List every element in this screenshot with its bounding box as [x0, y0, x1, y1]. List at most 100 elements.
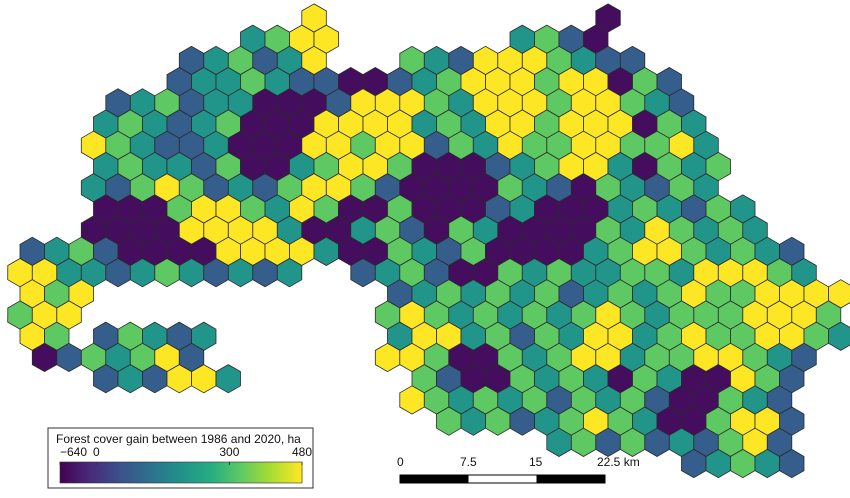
hex-cell: [828, 321, 850, 351]
colorbar-step: [189, 462, 192, 483]
colorbar-step: [158, 462, 162, 483]
colorbar-step: [185, 462, 188, 483]
scale-label: 15: [529, 455, 543, 469]
colorbar-step: [231, 462, 235, 483]
colorbar-step: [247, 462, 251, 483]
colorbar-tick-label: 0: [93, 445, 100, 459]
colorbar-step: [273, 462, 277, 483]
colorbar-step: [92, 462, 95, 483]
colorbar-step: [128, 462, 132, 483]
colorbar-step: [80, 462, 83, 483]
colorbar-step: [227, 462, 230, 483]
colorbar-step: [100, 462, 103, 483]
colorbar-step: [112, 462, 116, 483]
colorbar-step: [197, 462, 200, 483]
colorbar-step: [150, 462, 154, 483]
colorbar-step: [170, 462, 174, 483]
colorbar-step: [191, 462, 194, 483]
colorbar-step: [148, 462, 152, 483]
colorbar-step: [251, 462, 255, 483]
colorbar-step: [98, 462, 101, 483]
colorbar-step: [195, 462, 198, 483]
colorbar-step: [74, 462, 77, 483]
colorbar-step: [88, 462, 91, 483]
colorbar-step: [209, 462, 212, 483]
colorbar-step: [86, 462, 89, 483]
colorbar-step: [152, 462, 156, 483]
colorbar-step: [263, 462, 267, 483]
hex-cell: [276, 258, 303, 288]
colorbar-step: [245, 462, 249, 483]
scale-bar: 0 7.5 15 22.5 km: [397, 455, 640, 484]
colorbar-step: [265, 462, 269, 483]
colorbar-step: [239, 462, 243, 483]
colorbar-step: [134, 462, 138, 483]
hex-cell: [215, 364, 241, 394]
colorbar-step: [160, 462, 164, 483]
colorbar-step: [126, 462, 130, 483]
colorbar-step: [66, 462, 69, 483]
colorbar-step: [164, 462, 168, 483]
colorbar-tick-label: 300: [219, 445, 239, 459]
colorbar-step: [64, 462, 67, 483]
colorbar-step: [70, 462, 73, 483]
colorbar-step: [241, 462, 245, 483]
hex-cell: [779, 448, 805, 479]
colorbar-step: [219, 462, 222, 483]
scale-segment: [536, 474, 606, 484]
colorbar-step: [183, 462, 186, 483]
colorbar-step: [130, 462, 134, 483]
colorbar-step: [283, 462, 287, 483]
colorbar-step: [172, 462, 176, 483]
colorbar-step: [176, 462, 180, 483]
colorbar-step: [269, 462, 273, 483]
colorbar-step: [255, 462, 259, 483]
colorbar-step: [146, 462, 150, 483]
colorbar-step: [60, 462, 63, 483]
colorbar-step: [201, 462, 204, 483]
colorbar-step: [249, 462, 253, 483]
colorbar-step: [162, 462, 166, 483]
colorbar-step: [223, 462, 226, 483]
colorbar-step: [267, 462, 271, 483]
colorbar-step: [132, 462, 136, 483]
colorbar-step: [235, 462, 239, 483]
colorbar-step: [277, 462, 281, 483]
colorbar-step: [259, 462, 263, 483]
colorbar-step: [281, 462, 285, 483]
colorbar-step: [287, 462, 291, 483]
colorbar-step: [82, 462, 85, 483]
colorbar-step: [225, 462, 228, 483]
colorbar-step: [207, 462, 210, 483]
colorbar-step: [291, 462, 295, 483]
colorbar-step: [237, 462, 241, 483]
colorbar-step: [221, 462, 224, 483]
colorbar-step: [120, 462, 124, 483]
colorbar-frame: [59, 461, 303, 484]
colorbar-tick-label: −640: [60, 445, 87, 459]
colorbar-step: [72, 462, 75, 483]
colorbar-step: [297, 462, 301, 483]
colorbar-step: [205, 462, 208, 483]
colorbar-step: [116, 462, 120, 483]
colorbar-step: [275, 462, 279, 483]
colorbar-tick-label: 480: [292, 445, 312, 459]
colorbar-step: [289, 462, 293, 483]
hex-layer: [7, 3, 850, 479]
legend-title: Forest cover gain between 1986 and 2020,…: [56, 432, 301, 446]
colorbar-step: [211, 462, 214, 483]
colorbar-step: [104, 462, 107, 483]
colorbar-step: [271, 462, 275, 483]
colorbar-step: [108, 462, 112, 483]
colorbar-step: [154, 462, 158, 483]
colorbar-step: [118, 462, 122, 483]
colorbar-step: [84, 462, 87, 483]
colorbar-step: [181, 462, 184, 483]
colorbar-step: [243, 462, 247, 483]
colorbar-step: [166, 462, 170, 483]
colorbar-step: [168, 462, 172, 483]
colorbar-step: [193, 462, 196, 483]
colorbar-step: [217, 462, 220, 483]
